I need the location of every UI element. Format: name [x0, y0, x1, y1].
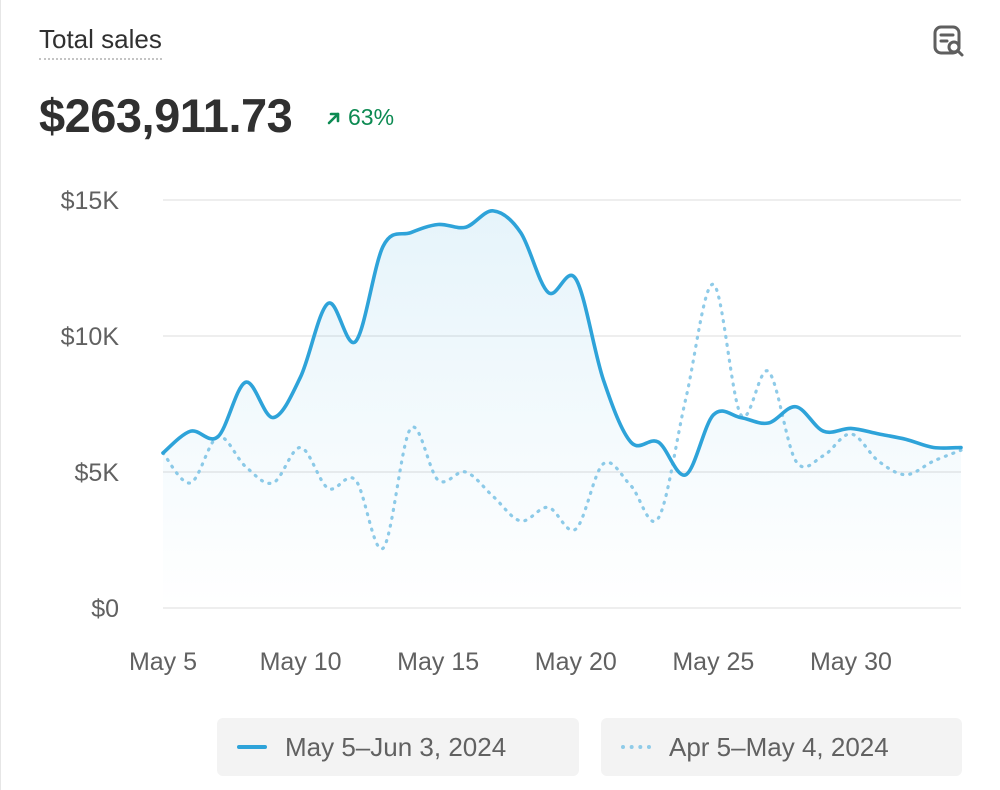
- card-title[interactable]: Total sales: [39, 24, 162, 60]
- change-percent: 63%: [348, 104, 395, 130]
- data-point-current: [491, 209, 495, 213]
- data-point-current: [216, 435, 220, 439]
- data-point-current: [271, 416, 275, 420]
- chart-legend: May 5–Jun 3, 2024 Apr 5–May 4, 2024: [1, 718, 1000, 776]
- legend-item-previous[interactable]: Apr 5–May 4, 2024: [601, 718, 962, 776]
- data-point-current: [959, 446, 963, 450]
- data-point-current: [794, 405, 798, 409]
- data-point-current: [739, 416, 743, 420]
- data-point-current: [244, 380, 248, 384]
- x-tick-label: May 25: [672, 648, 754, 676]
- y-tick-label: $5K: [75, 459, 120, 487]
- data-point-current: [189, 429, 193, 433]
- data-point-previous: [684, 397, 688, 401]
- x-tick-label: May 10: [260, 648, 342, 676]
- data-point-current: [574, 277, 578, 281]
- report-search-icon[interactable]: [929, 22, 967, 60]
- arrow-up-right-icon: [327, 112, 340, 124]
- data-point-current: [436, 222, 440, 226]
- legend-swatch-current: [237, 745, 267, 749]
- data-point-current: [326, 301, 330, 305]
- data-point-current: [354, 339, 358, 343]
- data-point-current: [381, 244, 385, 248]
- y-tick-label: $10K: [61, 323, 120, 351]
- data-point-current: [629, 440, 633, 444]
- data-point-current: [519, 231, 523, 235]
- series-area-current: [163, 210, 961, 608]
- x-tick-label: May 5: [129, 648, 197, 676]
- total-sales-value: $263,911.73: [39, 89, 293, 142]
- data-point-current: [766, 421, 770, 425]
- sales-line-chart: $0 $5K $10K $15K May 5 May 10 May 15 May 20 May …: [61, 187, 963, 676]
- data-point-current: [711, 413, 715, 417]
- data-point-current: [656, 440, 660, 444]
- data-point-current: [821, 429, 825, 433]
- data-point-current: [684, 473, 688, 477]
- data-point-current: [849, 426, 853, 430]
- y-tick-label: $15K: [61, 187, 120, 215]
- legend-item-current[interactable]: May 5–Jun 3, 2024: [217, 718, 579, 776]
- x-tick-label: May 30: [810, 648, 892, 676]
- data-point-current: [409, 231, 413, 235]
- data-point-current: [876, 432, 880, 436]
- data-point-current: [601, 378, 605, 382]
- data-point-current: [464, 225, 468, 229]
- data-point-previous: [711, 282, 715, 286]
- data-point-current: [161, 451, 165, 455]
- data-point-current: [931, 446, 935, 450]
- data-point-current: [904, 437, 908, 441]
- x-tick-label: May 20: [535, 648, 617, 676]
- series-line-current: [161, 209, 963, 477]
- x-tick-label: May 15: [397, 648, 479, 676]
- y-tick-label: $0: [91, 595, 119, 623]
- change-indicator: 63%: [325, 104, 394, 131]
- data-point-previous: [766, 369, 770, 373]
- data-point-current: [546, 290, 550, 294]
- legend-label-previous: Apr 5–May 4, 2024: [669, 731, 889, 762]
- legend-swatch-previous: [621, 745, 651, 749]
- legend-label-current: May 5–Jun 3, 2024: [285, 731, 507, 762]
- data-point-current: [299, 375, 303, 379]
